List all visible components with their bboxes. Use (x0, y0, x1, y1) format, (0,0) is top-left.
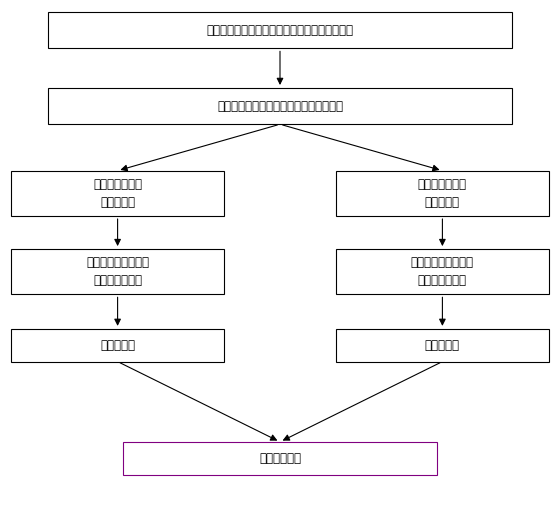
FancyBboxPatch shape (48, 88, 512, 124)
Text: 计算绕击跳闸率
各分项参数: 计算绕击跳闸率 各分项参数 (93, 178, 142, 209)
Text: 计算绕击跳闸率和反击跳闸率的分项参数: 计算绕击跳闸率和反击跳闸率的分项参数 (217, 99, 343, 113)
FancyBboxPatch shape (123, 442, 437, 475)
FancyBboxPatch shape (11, 329, 224, 362)
Text: 直击雷跳闸率: 直击雷跳闸率 (259, 452, 301, 465)
Text: 计算线路反击跳闸率
各分项计算结果: 计算线路反击跳闸率 各分项计算结果 (411, 256, 474, 287)
FancyBboxPatch shape (336, 329, 549, 362)
FancyBboxPatch shape (11, 171, 224, 216)
FancyBboxPatch shape (11, 249, 224, 294)
FancyBboxPatch shape (48, 12, 512, 48)
Text: 绕击跳闸率: 绕击跳闸率 (100, 339, 135, 352)
FancyBboxPatch shape (336, 249, 549, 294)
Text: 计算线路绕击跳闸率
各分项计算结果: 计算线路绕击跳闸率 各分项计算结果 (86, 256, 149, 287)
FancyBboxPatch shape (336, 171, 549, 216)
Text: 已知线路参数、雷电流幅值概率、地面落雷密度: 已知线路参数、雷电流幅值概率、地面落雷密度 (207, 24, 353, 37)
Text: 反击跳闸率: 反击跳闸率 (425, 339, 460, 352)
Text: 计算反击跳闸率
各分项参数: 计算反击跳闸率 各分项参数 (418, 178, 467, 209)
